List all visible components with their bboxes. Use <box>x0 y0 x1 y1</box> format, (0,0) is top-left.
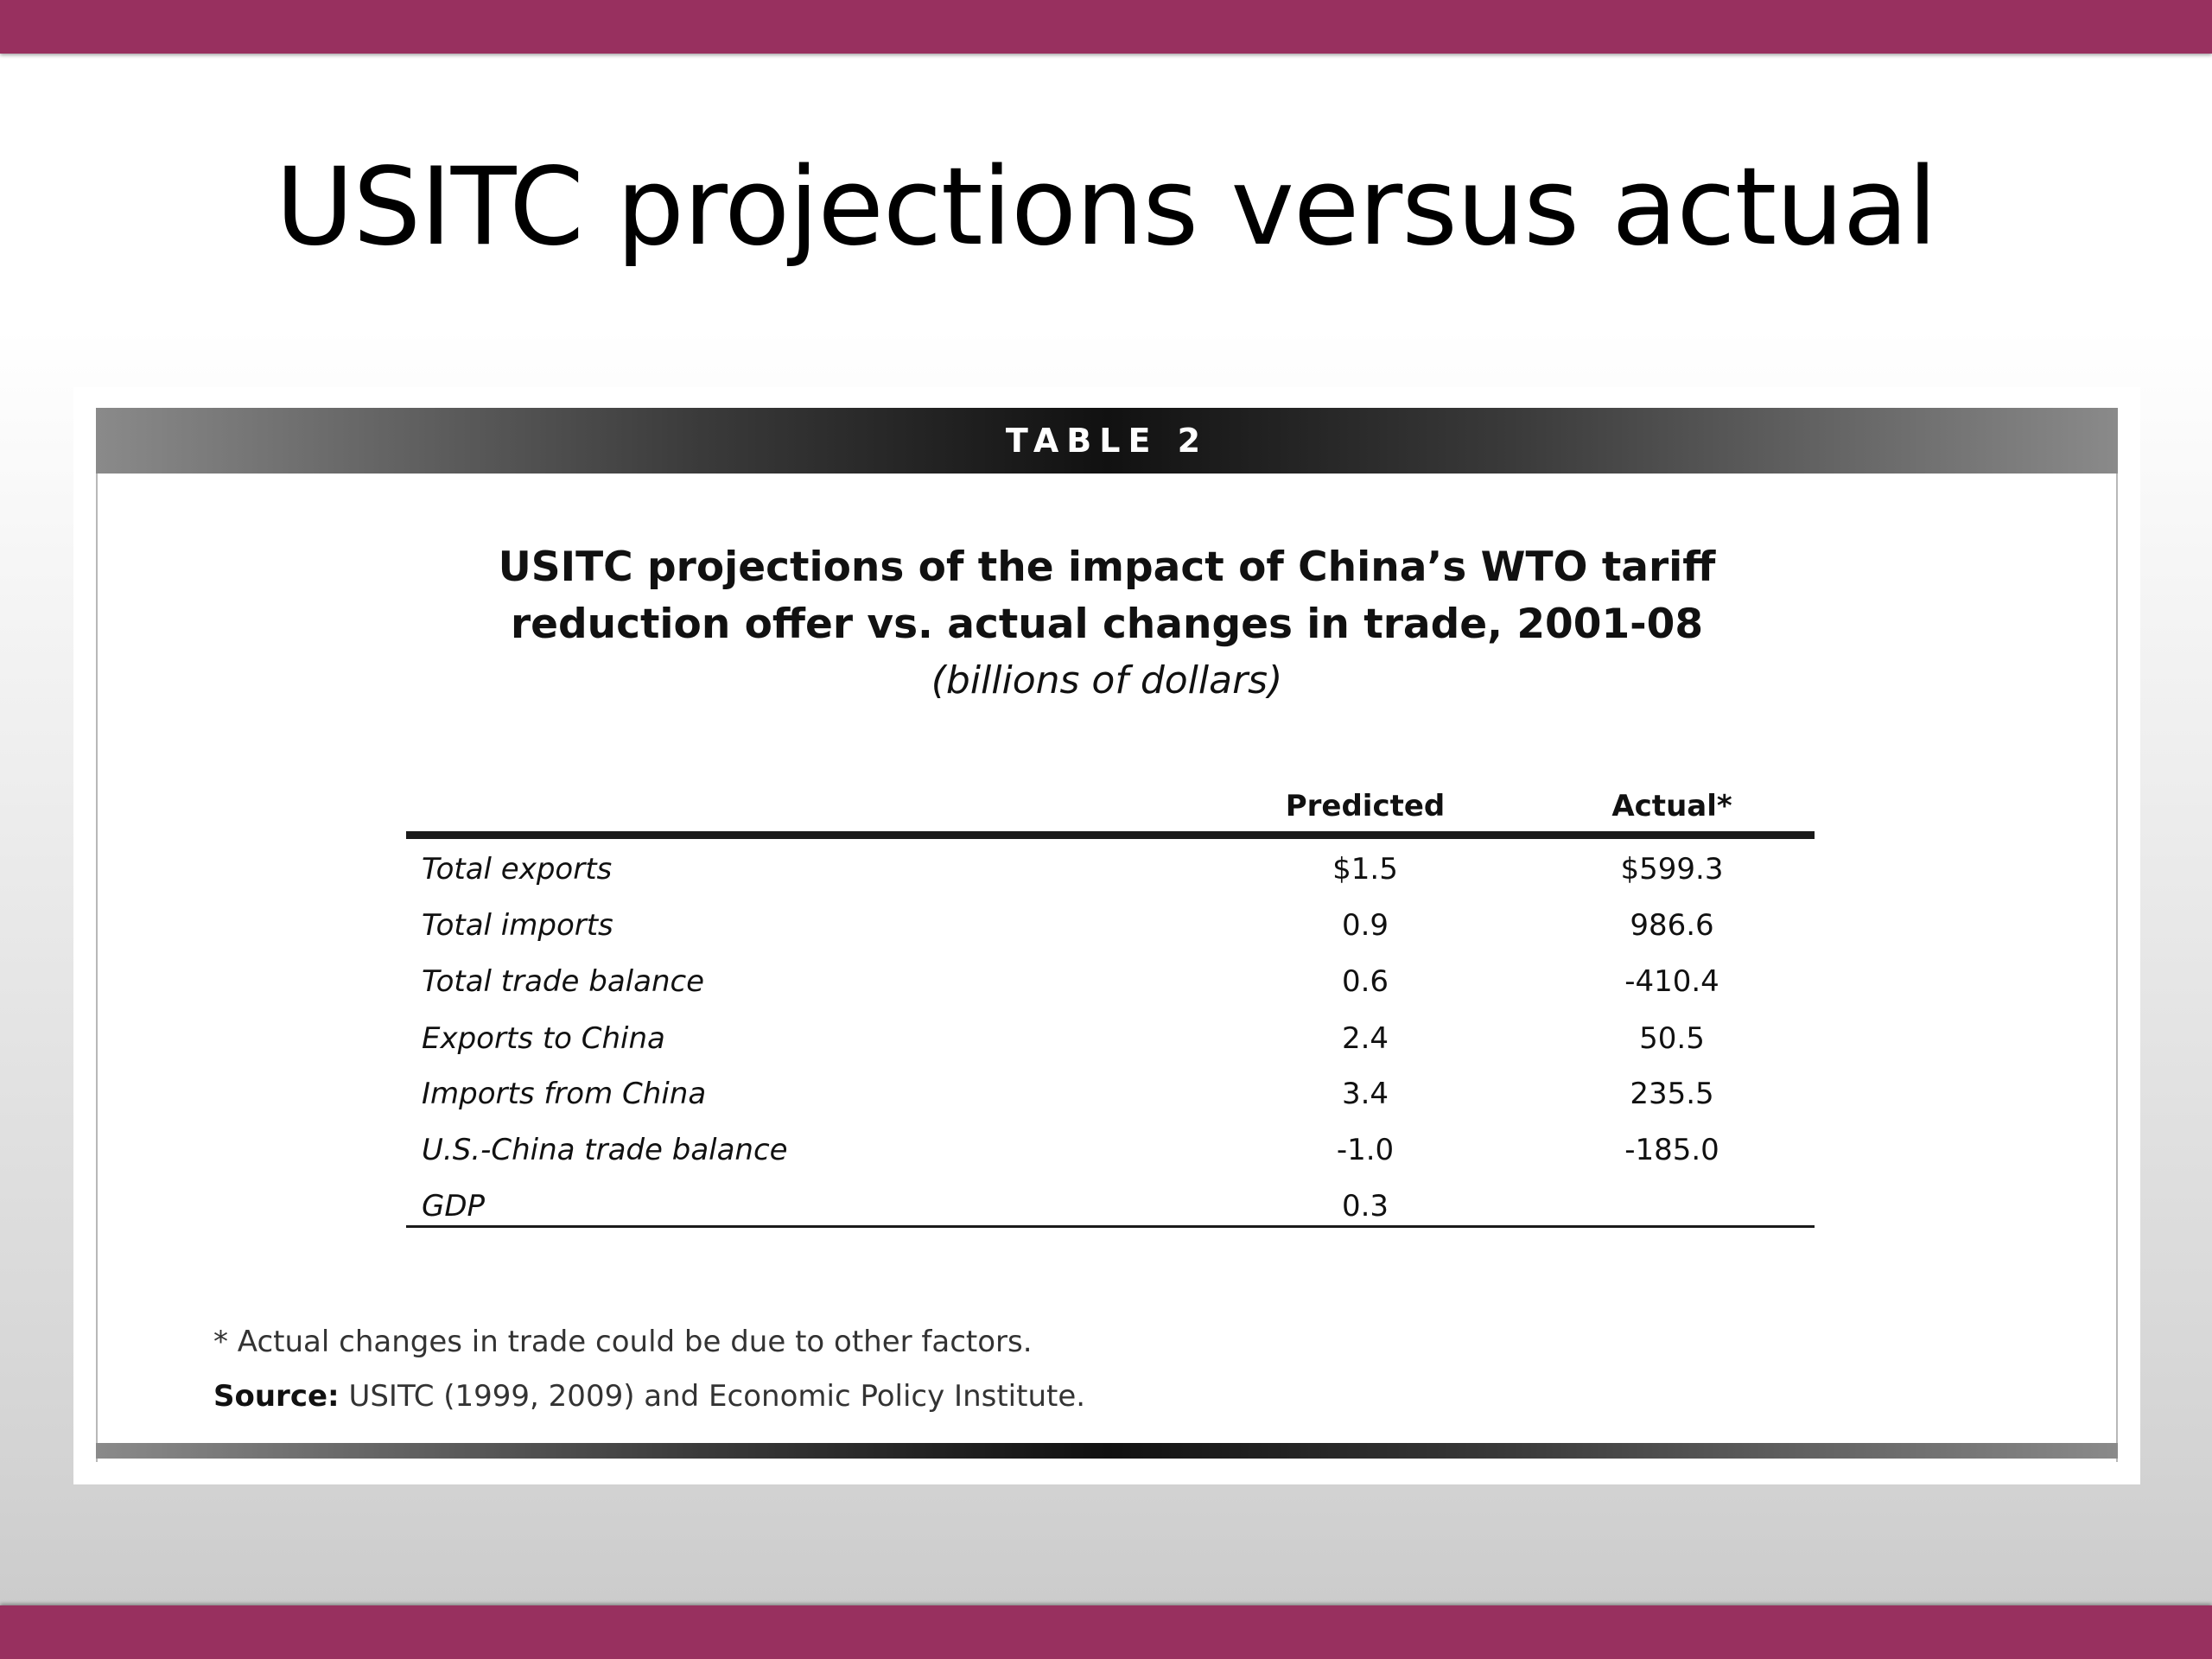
row-actual-value: -410.4 <box>1624 964 1719 999</box>
table-row: Total exports $1.5 $599.3 <box>406 842 1815 898</box>
row-actual-value: -185.0 <box>1624 1133 1719 1167</box>
table-figure: TABLE 2 USITC projections of the impact … <box>73 387 2140 1484</box>
table-number-header: TABLE 2 <box>96 408 2118 474</box>
source-label: Source: <box>213 1379 340 1414</box>
row-label: Total exports <box>422 852 613 887</box>
row-predicted-value: -1.0 <box>1336 1133 1395 1167</box>
row-actual-value: 50.5 <box>1639 1021 1705 1056</box>
row-label: U.S.-China trade balance <box>422 1133 788 1167</box>
footer-rule <box>406 1225 1815 1228</box>
row-predicted-value: 2.4 <box>1341 1021 1389 1056</box>
table-caption: USITC projections of the impact of China… <box>96 539 2118 653</box>
table-row: GDP 0.3 <box>406 1179 1815 1235</box>
row-label: GDP <box>422 1189 486 1224</box>
table-units: (billions of dollars) <box>931 658 1283 702</box>
row-actual-value: 235.5 <box>1630 1077 1714 1111</box>
table-footer-band <box>96 1443 2118 1459</box>
row-label: Exports to China <box>422 1021 665 1056</box>
header-rule <box>406 831 1815 839</box>
row-label: Total imports <box>422 908 613 943</box>
row-predicted-value: $1.5 <box>1332 852 1398 887</box>
row-predicted-value: 3.4 <box>1341 1077 1389 1111</box>
table-footnote: * Actual changes in trade could be due t… <box>213 1325 1033 1359</box>
row-predicted-value: 0.6 <box>1341 964 1389 999</box>
table-caption-line-1: USITC projections of the impact of China… <box>498 543 1716 591</box>
table-row: Imports from China 3.4 235.5 <box>406 1066 1815 1122</box>
table-frame <box>96 408 2118 1462</box>
bottom-accent-bar <box>0 1605 2212 1659</box>
top-accent-bar <box>0 0 2212 54</box>
table-row: Total trade balance 0.6 -410.4 <box>406 954 1815 1010</box>
source-text: USITC (1999, 2009) and Economic Policy I… <box>339 1379 1086 1414</box>
row-predicted-value: 0.9 <box>1341 908 1389 943</box>
column-header-actual: Actual* <box>1611 789 1732 823</box>
column-header-predicted: Predicted <box>1285 789 1446 823</box>
table-row: U.S.-China trade balance -1.0 -185.0 <box>406 1122 1815 1179</box>
table-row: Exports to China 2.4 50.5 <box>406 1011 1815 1067</box>
row-actual-value: 986.6 <box>1630 908 1714 943</box>
slide-title: USITC projections versus actual <box>275 145 1937 270</box>
table-source: Source: USITC (1999, 2009) and Economic … <box>213 1375 1085 1418</box>
table-row: Total imports 0.9 986.6 <box>406 898 1815 954</box>
table-caption-line-2: reduction offer vs. actual changes in tr… <box>510 601 1704 648</box>
row-actual-value: $599.3 <box>1620 852 1724 887</box>
row-label: Imports from China <box>422 1077 707 1111</box>
row-predicted-value: 0.3 <box>1341 1189 1389 1224</box>
row-label: Total trade balance <box>422 964 705 999</box>
